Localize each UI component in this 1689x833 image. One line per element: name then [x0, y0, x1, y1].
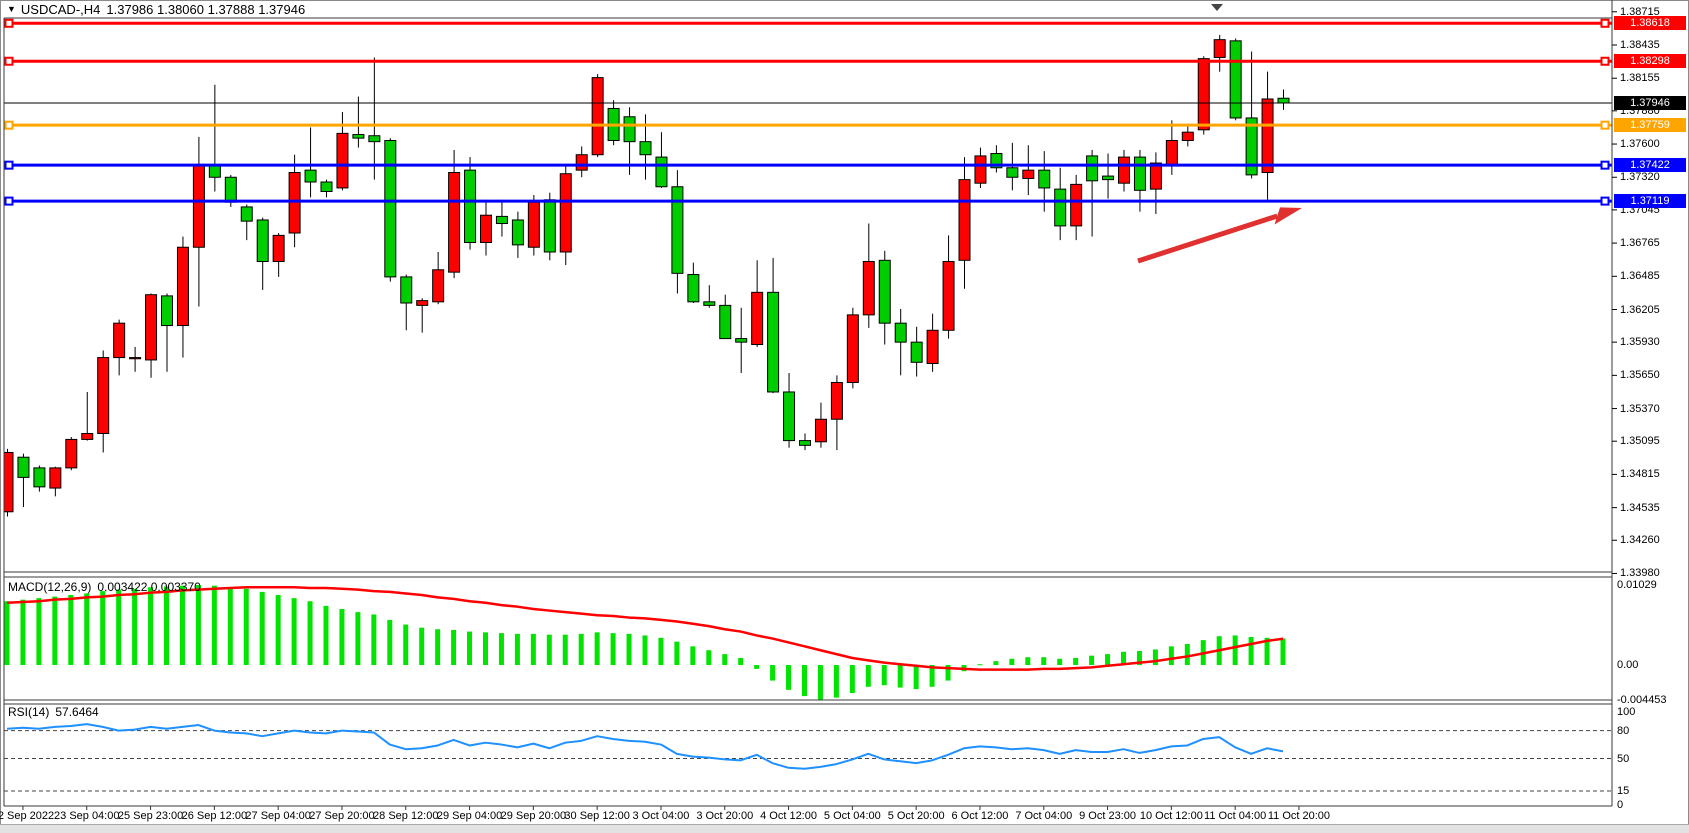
level-handle[interactable] — [4, 120, 14, 130]
macd-panel-title: MACD(12,26,9) 0.003422 0.003370 — [8, 580, 207, 594]
chart-shift-marker-icon[interactable] — [1211, 4, 1223, 11]
price-tick-label: 1.36485 — [1620, 270, 1660, 283]
rsi-axis-label: 0 — [1617, 799, 1624, 811]
level-handle[interactable] — [4, 18, 14, 28]
level-handle[interactable] — [1600, 56, 1610, 66]
time-label: 11 Oct 20:00 — [1267, 810, 1331, 822]
symbol-period-label: USDCAD-,H4 — [20, 2, 101, 17]
time-label: 10 Oct 12:00 — [1139, 810, 1203, 822]
rsi-panel-title: RSI(14) 57.6464 — [8, 705, 105, 719]
time-label: 9 Oct 23:00 — [1079, 810, 1136, 822]
price-tick-label: 1.37600 — [1620, 138, 1660, 151]
trend-arrow[interactable] — [1137, 213, 1279, 264]
time-label: 29 Sep 04:00 — [436, 810, 503, 822]
time-label: 7 Oct 04:00 — [1015, 810, 1073, 822]
time-label: 23 Sep 04:00 — [54, 810, 120, 822]
time-label: 26 Sep 12:00 — [181, 810, 248, 822]
macd-label: MACD(12,26,9) — [8, 580, 92, 594]
chart-title: ▼ USDCAD-,H4 1.37986 1.38060 1.37888 1.379… — [7, 2, 311, 17]
time-label: 28 Sep 12:00 — [373, 810, 439, 822]
price-tick-label: 1.33980 — [1620, 567, 1660, 580]
level-handle[interactable] — [4, 196, 14, 206]
price-tick-label: 1.38435 — [1620, 38, 1660, 51]
price-badge-1.38298: 1.38298 — [1614, 54, 1686, 69]
ohlc-values: 1.37986 1.38060 1.37888 1.37946 — [106, 2, 306, 17]
time-label: 5 Oct 04:00 — [823, 810, 881, 822]
time-label: 27 Sep 20:00 — [309, 810, 375, 822]
rsi-line — [6, 723, 1284, 770]
chart-menu-icon[interactable]: ▼ — [7, 4, 16, 14]
price-tick-label: 1.38155 — [1620, 72, 1660, 85]
price-badge-current: 1.37946 — [1614, 96, 1686, 110]
rsi-axis-label: 80 — [1617, 724, 1630, 737]
time-label: 3 Oct 04:00 — [632, 810, 690, 822]
macd-signal-line — [6, 585, 1284, 671]
rsi-value: 57.6464 — [55, 705, 99, 719]
macd-histogram — [4, 584, 1286, 700]
level-handle[interactable] — [4, 56, 14, 66]
price-tick-label: 1.34815 — [1620, 468, 1660, 481]
time-label: 25 Sep 23:00 — [117, 810, 184, 822]
bottom-strip — [0, 824, 1689, 833]
macd-axis-label: -0.004453 — [1617, 693, 1667, 706]
candles-layer — [4, 34, 1290, 517]
level-handle[interactable] — [4, 160, 14, 170]
price-tick-label: 1.36765 — [1620, 237, 1660, 250]
price-tick-label: 1.35650 — [1620, 369, 1660, 382]
level-handle[interactable] — [1600, 120, 1610, 130]
rsi-axis-label: 50 — [1617, 752, 1630, 765]
price-tick-label: 1.37320 — [1620, 171, 1660, 184]
price-badge-1.37119: 1.37119 — [1614, 194, 1686, 209]
level-handle[interactable] — [1600, 18, 1610, 28]
time-label: 27 Sep 04:00 — [245, 810, 311, 822]
trend-arrow-head[interactable] — [1274, 207, 1302, 225]
price-tick-label: 1.35095 — [1620, 435, 1660, 448]
rsi-axis-label: 100 — [1617, 706, 1636, 718]
price-tick-label: 1.35930 — [1620, 336, 1660, 349]
price-tick-label: 1.34535 — [1620, 501, 1660, 514]
macd-axis-label: 0.00 — [1617, 659, 1639, 671]
time-label: 11 Oct 04:00 — [1204, 810, 1267, 822]
level-handle[interactable] — [1600, 196, 1610, 206]
price-badge-1.37422: 1.37422 — [1614, 158, 1686, 173]
price-badge-1.37759: 1.37759 — [1614, 118, 1686, 133]
macd-values: 0.003422 0.003370 — [97, 580, 201, 594]
time-label: 3 Oct 20:00 — [696, 810, 754, 822]
time-label: 4 Oct 12:00 — [760, 810, 817, 822]
rsi-axis-label: 15 — [1617, 785, 1630, 798]
price-tick-label: 1.38715 — [1620, 5, 1660, 18]
level-handle[interactable] — [1600, 160, 1610, 170]
time-label: 30 Sep 12:00 — [564, 810, 630, 822]
price-badge-1.38618: 1.38618 — [1614, 16, 1686, 31]
time-label: 22 Sep 2022 — [0, 810, 55, 822]
time-label: 29 Sep 20:00 — [500, 810, 567, 822]
time-label: 5 Oct 20:00 — [887, 810, 945, 822]
price-tick-label: 1.36205 — [1620, 303, 1660, 316]
rsi-label: RSI(14) — [8, 705, 50, 719]
price-tick-label: 1.35370 — [1620, 402, 1660, 415]
time-label: 6 Oct 12:00 — [951, 810, 1009, 822]
price-tick-label: 1.34260 — [1620, 534, 1660, 547]
macd-axis-label: 0.01029 — [1617, 578, 1657, 591]
